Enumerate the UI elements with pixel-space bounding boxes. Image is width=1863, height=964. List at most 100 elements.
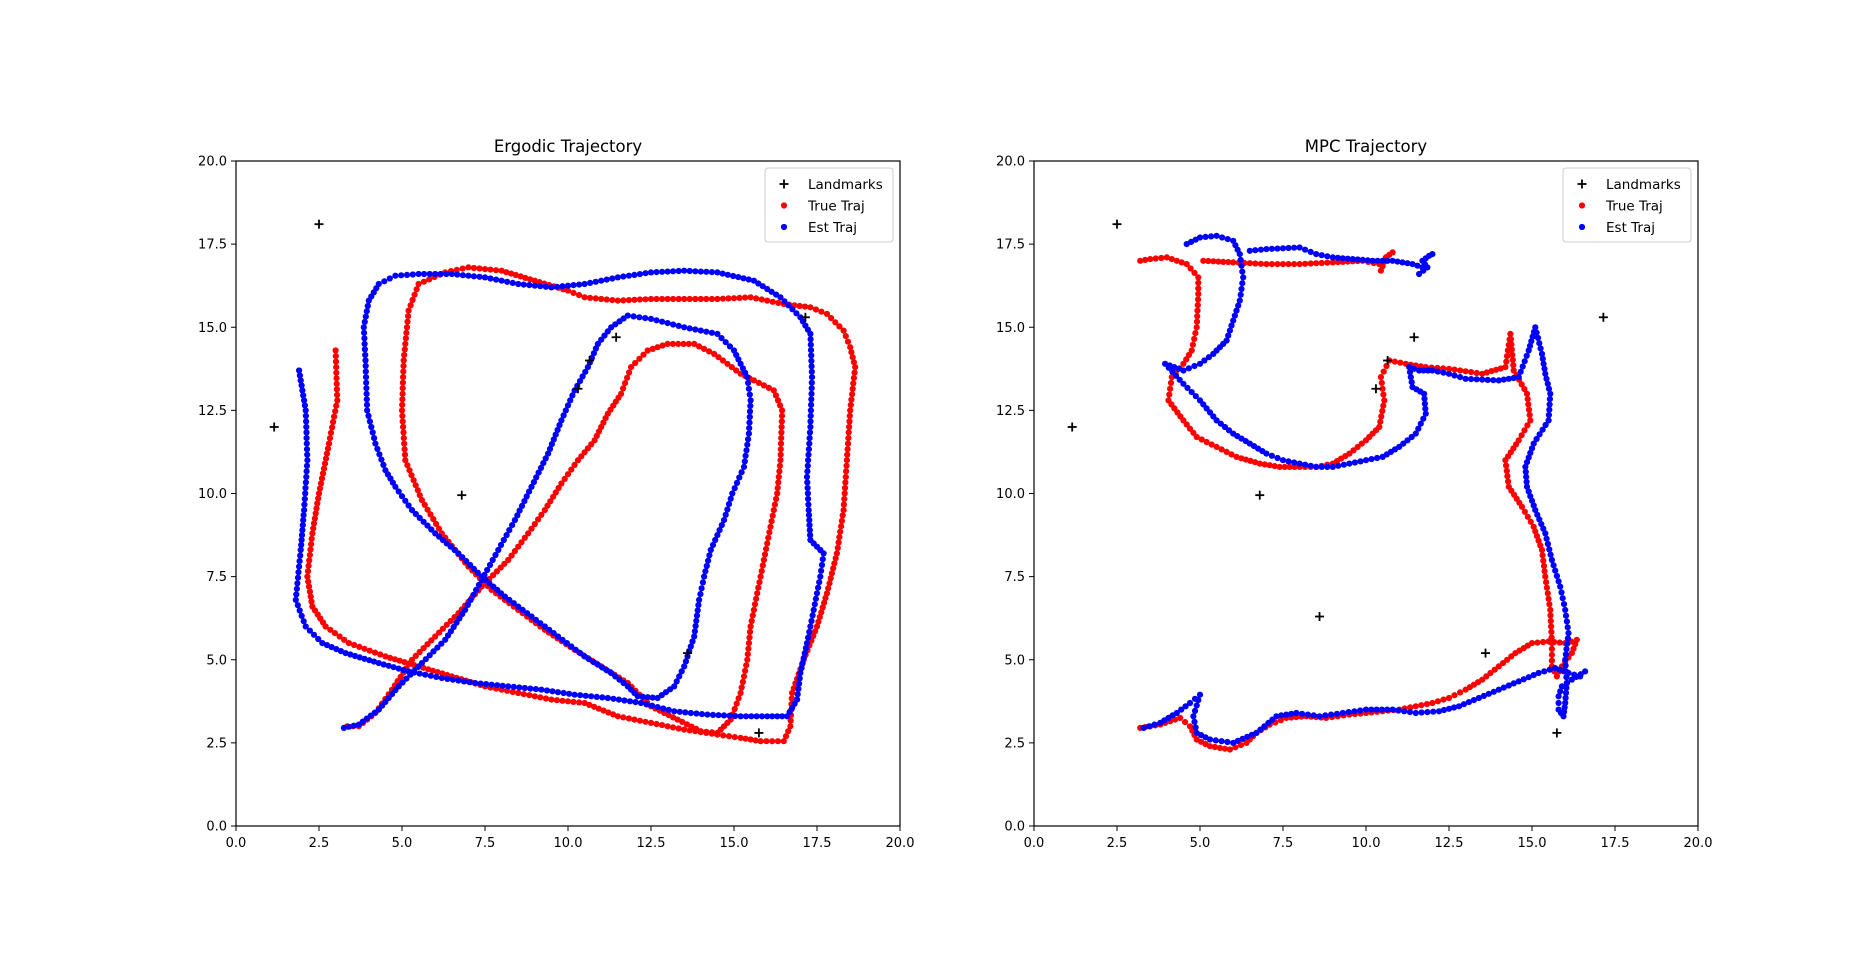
trajectory-point — [363, 390, 370, 397]
trajectory-point — [1296, 261, 1303, 268]
trajectory-point — [564, 471, 572, 478]
trajectory-point — [664, 340, 671, 347]
trajectory-point — [1329, 463, 1336, 470]
y-tick-label: 12.5 — [198, 404, 227, 419]
trajectory-point — [1190, 713, 1197, 720]
trajectory-point — [697, 728, 704, 735]
trajectory-point — [758, 296, 765, 303]
trajectory-point — [761, 551, 769, 558]
trajectory-point — [751, 601, 759, 608]
trajectory-point — [745, 640, 753, 647]
trajectory-point — [407, 671, 414, 678]
trajectory-point — [493, 267, 500, 274]
trajectory-point — [766, 529, 773, 536]
trajectory-point — [778, 429, 785, 436]
trajectory-point — [1173, 257, 1180, 264]
trajectory-point — [311, 515, 318, 522]
trajectory-point — [414, 663, 422, 671]
trajectory-point — [1383, 362, 1390, 370]
trajectory-point — [527, 685, 534, 692]
trajectory-point — [1414, 262, 1421, 269]
trajectory-point — [1191, 269, 1198, 276]
trajectory-point — [1193, 318, 1201, 325]
trajectory-point — [305, 578, 312, 585]
trajectory-point — [837, 528, 844, 535]
trajectory-point — [364, 302, 371, 310]
trajectory-point — [610, 711, 617, 718]
trajectory-point — [569, 392, 576, 399]
trajectory-point — [592, 278, 599, 285]
trajectory-point — [1543, 584, 1550, 591]
trajectory-point — [708, 295, 716, 303]
trajectory-point — [1196, 397, 1204, 404]
trajectory-point — [725, 295, 732, 302]
trajectory-point — [331, 413, 338, 420]
trajectory-point — [484, 566, 491, 574]
y-tick-label: 7.5 — [1004, 570, 1025, 585]
trajectory-point — [813, 590, 821, 597]
trajectory-point — [542, 283, 550, 290]
trajectory-point — [730, 272, 737, 280]
landmark-marker — [1552, 728, 1562, 738]
trajectory-point — [758, 713, 766, 720]
trajectory-point — [605, 709, 612, 716]
trajectory-point — [847, 401, 854, 409]
trajectory-point — [1562, 668, 1570, 675]
trajectory-point — [432, 633, 439, 640]
trajectory-point — [628, 364, 635, 371]
trajectory-point — [1468, 369, 1475, 376]
trajectory-point — [1351, 459, 1358, 466]
trajectory-point — [686, 267, 693, 275]
trajectory-point — [362, 374, 370, 381]
trajectory-point — [698, 585, 705, 592]
trajectory-point — [515, 689, 522, 697]
legend-label: True Traj — [807, 199, 865, 215]
trajectory-point — [424, 522, 431, 529]
trajectory-point — [332, 353, 339, 360]
x-tick-label: 7.5 — [475, 836, 496, 851]
trajectory-point — [600, 707, 607, 714]
trajectory-point — [659, 268, 666, 275]
trajectory-point — [833, 550, 841, 557]
trajectory-point — [753, 713, 760, 720]
trajectory-point — [1562, 656, 1569, 663]
trajectory-point — [674, 716, 681, 723]
trajectory-point — [1329, 254, 1336, 261]
trajectory-point — [810, 606, 817, 614]
ergodic-trajectory-panel: Ergodic Trajectory 0.0 2.5 5.0 7.5 10.0 12.5 1… — [198, 137, 914, 851]
trajectory-point — [1440, 706, 1448, 714]
trajectory-point — [709, 711, 717, 719]
trajectory-point — [1429, 699, 1436, 707]
trajectory-point — [806, 435, 813, 442]
trajectory-point — [434, 669, 441, 676]
trajectory-point — [1562, 689, 1570, 697]
trajectory-point — [679, 718, 686, 726]
x-tick-label: 17.5 — [803, 836, 832, 851]
trajectory-point — [1244, 733, 1251, 741]
trajectory-point — [559, 283, 566, 290]
trajectory-point — [1230, 317, 1237, 324]
trajectory-point — [490, 572, 497, 579]
trajectory-point — [779, 713, 786, 720]
trajectory-point — [298, 612, 305, 620]
trajectory-point — [1163, 254, 1170, 261]
trajectory-point — [808, 368, 815, 375]
trajectory-point — [476, 273, 483, 280]
trajectory-point — [409, 271, 416, 278]
trajectory-point — [322, 455, 330, 462]
trajectory-point — [778, 423, 785, 431]
trajectory-point — [671, 708, 678, 715]
trajectory-point — [744, 651, 751, 658]
trajectory-point — [1378, 379, 1385, 386]
trajectory-point — [1377, 418, 1384, 425]
trajectory-point — [603, 276, 610, 283]
trajectory-point — [1573, 673, 1580, 681]
trajectory-point — [310, 525, 317, 532]
landmark-marker — [1383, 356, 1393, 365]
trajectory-point — [686, 295, 693, 303]
trajectory-point — [370, 658, 378, 665]
trajectory-point — [1291, 244, 1298, 251]
trajectory-point — [1215, 258, 1222, 265]
trajectory-point — [326, 435, 334, 442]
trajectory-point — [772, 392, 780, 399]
